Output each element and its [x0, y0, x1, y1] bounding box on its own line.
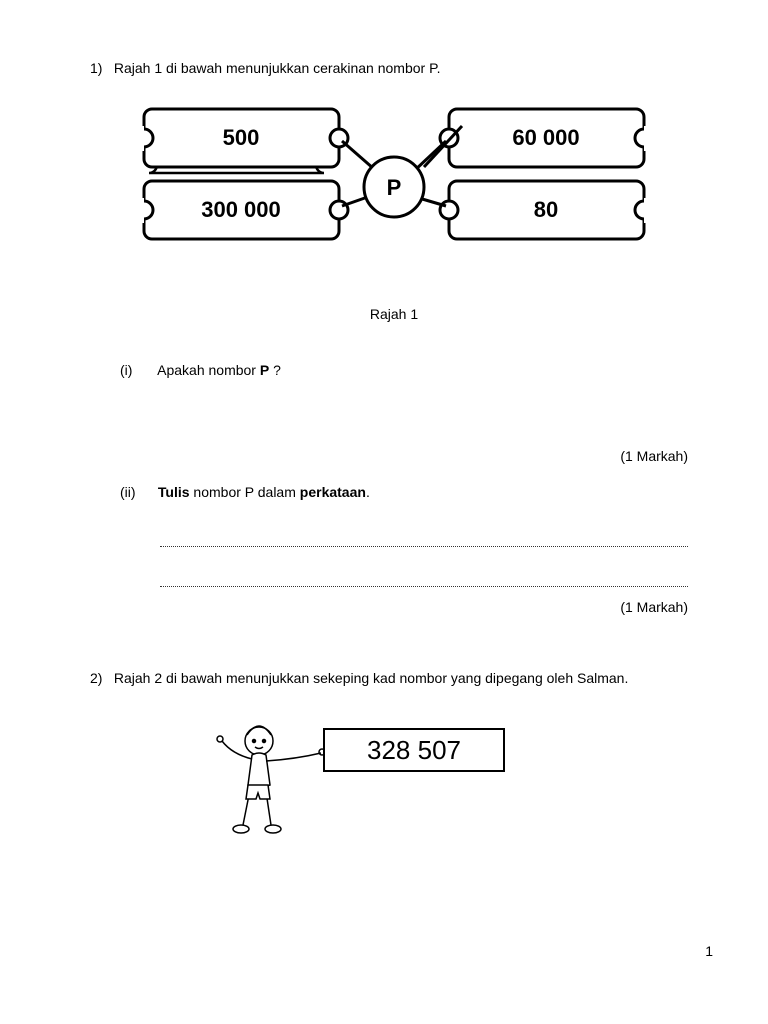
box-bl-text: 300 000	[201, 197, 281, 222]
q2-prompt: 2) Rajah 2 di bawah menunjukkan sekeping…	[90, 670, 698, 686]
q2-figure: 328 507	[124, 711, 664, 841]
q1-sub-i: (i) Apakah nombor P ?	[120, 362, 698, 378]
q1-number: 1)	[90, 60, 110, 76]
q1-diagram: 500 300 000 60 000 80 P	[124, 101, 664, 291]
sub-ii-marks: (1 Markah)	[90, 599, 688, 615]
q1-prompt: 1) Rajah 1 di bawah menunjukkan cerakina…	[90, 60, 698, 76]
worksheet-page: 1) Rajah 1 di bawah menunjukkan cerakina…	[0, 0, 768, 1024]
answer-line-2	[160, 585, 688, 587]
q2-svg: 328 507	[124, 711, 664, 841]
q2-number: 2)	[90, 670, 110, 686]
box-tr-text: 60 000	[512, 125, 579, 150]
sub-ii-text: Tulis nombor P dalam perkataan.	[158, 484, 370, 500]
q1-text: Rajah 1 di bawah menunjukkan cerakinan n…	[114, 60, 441, 76]
box-tl-text: 500	[223, 125, 260, 150]
card-number: 328 507	[367, 735, 461, 765]
diagram-svg: 500 300 000 60 000 80 P	[124, 101, 664, 291]
q2-text: Rajah 2 di bawah menunjukkan sekeping ka…	[114, 670, 628, 686]
box-br-text: 80	[534, 197, 558, 222]
sub-i-text: Apakah nombor P ?	[157, 362, 281, 378]
center-p-text: P	[387, 175, 402, 200]
page-number: 1	[705, 943, 713, 959]
sub-i-marks: (1 Markah)	[90, 448, 688, 464]
answer-line-1	[160, 545, 688, 547]
sub-i-label: (i)	[120, 362, 154, 378]
sub-ii-label: (ii)	[120, 484, 154, 500]
diagram-caption: Rajah 1	[90, 306, 698, 322]
q1-sub-ii: (ii) Tulis nombor P dalam perkataan.	[120, 484, 698, 500]
